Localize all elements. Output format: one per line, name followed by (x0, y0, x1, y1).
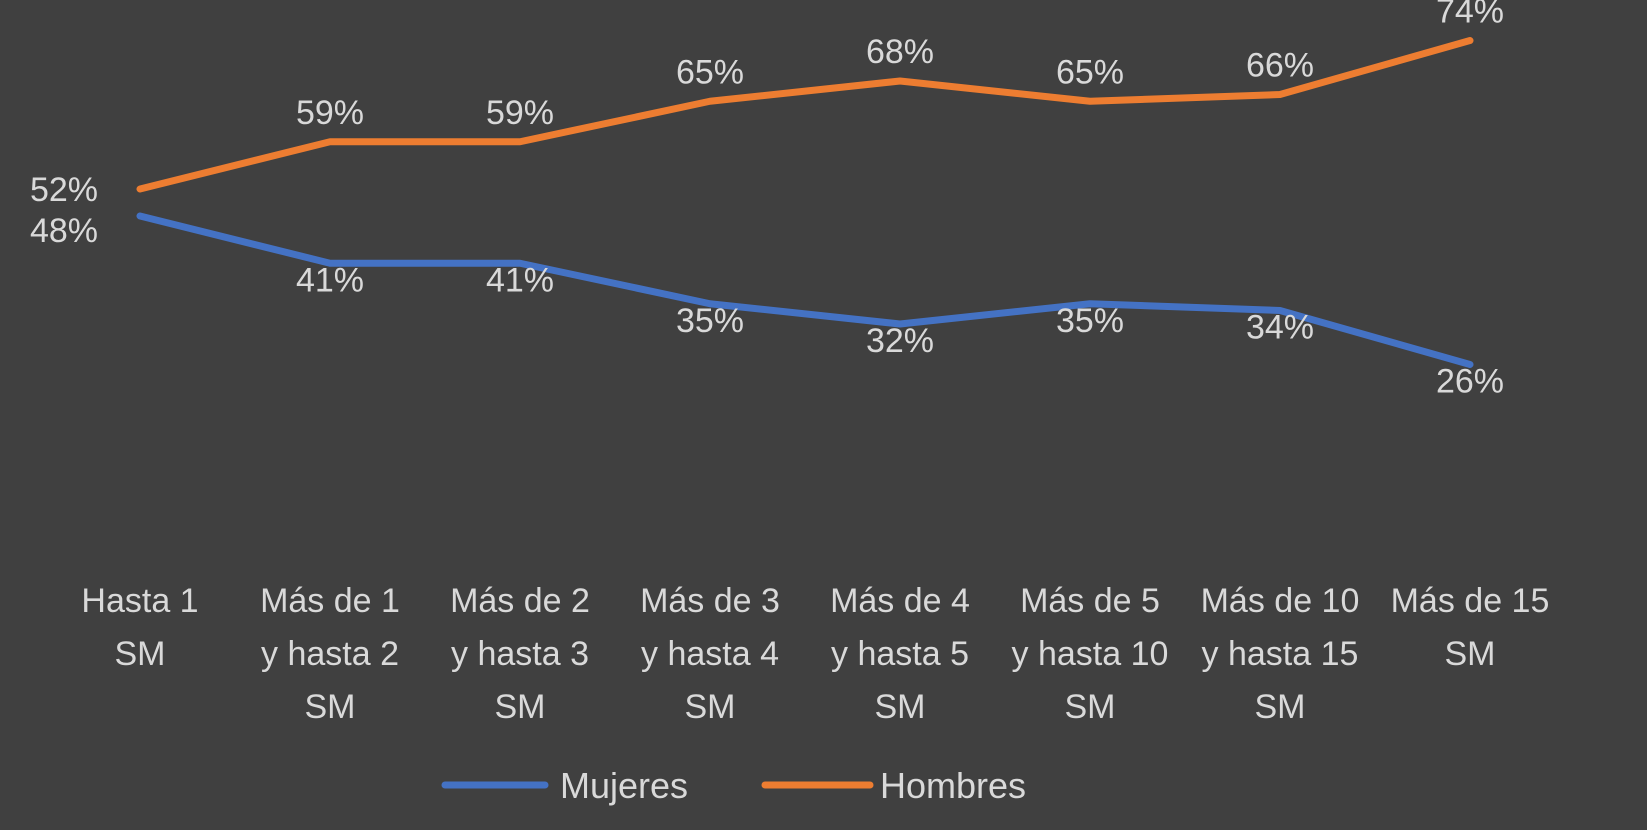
category-label-line: SM (1255, 688, 1306, 726)
series-layer (136, 37, 1474, 368)
data-label-hombres-7: 74% (1436, 0, 1504, 31)
data-label-mujeres-4: 32% (866, 322, 934, 360)
category-axis: Hasta 1 SM Más de 1 y hasta 2 SM Más de 2 y ha… (81, 582, 1549, 726)
data-label-hombres-0: 52% (30, 171, 98, 209)
category-label-7: Más de 15 SM (1391, 582, 1550, 673)
category-label-2: Más de 2 y hasta 3 SM (450, 582, 590, 726)
category-label-line: y hasta 2 (261, 635, 399, 673)
category-label-4: Más de 4 y hasta 5 SM (830, 582, 970, 726)
data-label-mujeres-7: 26% (1436, 363, 1504, 401)
legend: Mujeres Hombres (441, 765, 1026, 806)
category-label-line: y hasta 5 (831, 635, 969, 673)
legend-label-mujeres: Mujeres (560, 765, 688, 806)
legend-label-hombres: Hombres (880, 765, 1026, 806)
category-label-1: Más de 1 y hasta 2 SM (260, 582, 400, 726)
category-label-line: SM (495, 688, 546, 726)
data-label-hombres-5: 65% (1056, 53, 1124, 91)
category-label-line: y hasta 15 (1202, 635, 1359, 673)
data-label-mujeres-5: 35% (1056, 302, 1124, 340)
category-label-line: SM (875, 688, 926, 726)
data-label-hombres-4: 68% (866, 33, 934, 71)
category-label-line: y hasta 3 (451, 635, 589, 673)
category-label-line: SM (1445, 635, 1496, 673)
data-label-layer: 48% 41% 41% 35% 32% 35% 34% 26% 52% 59% 59% 65% 68% 6… (30, 0, 1504, 401)
data-label-mujeres-2: 41% (486, 261, 554, 299)
data-label-mujeres-3: 35% (676, 302, 744, 340)
category-label-line: SM (115, 635, 166, 673)
data-label-mujeres-6: 34% (1246, 309, 1314, 347)
category-label-line: Más de 4 (830, 582, 970, 620)
data-label-hombres-1: 59% (296, 94, 364, 132)
category-label-6: Más de 10 y hasta 15 SM (1201, 582, 1360, 726)
category-label-line: SM (1065, 688, 1116, 726)
category-label-line: Más de 15 (1391, 582, 1550, 620)
data-label-hombres-2: 59% (486, 94, 554, 132)
category-label-line: SM (305, 688, 356, 726)
category-label-line: Más de 5 (1020, 582, 1160, 620)
category-label-3: Más de 3 y hasta 4 SM (640, 582, 780, 726)
category-label-line: Más de 3 (640, 582, 780, 620)
category-label-5: Más de 5 y hasta 10 SM (1012, 582, 1169, 726)
category-label-line: SM (685, 688, 736, 726)
category-label-line: Más de 2 (450, 582, 590, 620)
category-label-line: y hasta 10 (1012, 635, 1169, 673)
category-label-line: Hasta 1 (81, 582, 198, 620)
data-label-hombres-6: 66% (1246, 47, 1314, 85)
series-line-hombres (136, 37, 1474, 193)
data-label-hombres-3: 65% (676, 53, 744, 91)
data-label-mujeres-1: 41% (296, 261, 364, 299)
category-label-0: Hasta 1 SM (81, 582, 198, 673)
data-label-mujeres-0: 48% (30, 212, 98, 250)
category-label-line: y hasta 4 (641, 635, 779, 673)
category-label-line: Más de 10 (1201, 582, 1360, 620)
series-line-mujeres (136, 212, 1474, 368)
category-label-line: Más de 1 (260, 582, 400, 620)
